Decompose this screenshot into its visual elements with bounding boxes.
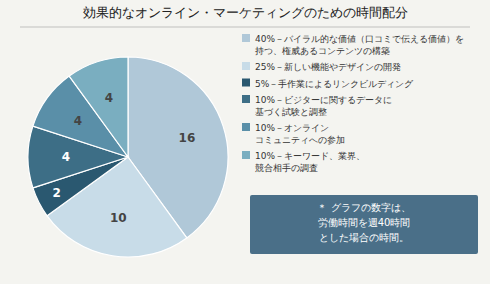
slice [69, 57, 128, 157]
category-swatch [242, 79, 250, 87]
title-rule [20, 27, 470, 28]
category-label-line: 5%－手作業によるリンクビルディング [255, 79, 414, 89]
data-label: 4 [74, 114, 82, 128]
data-label: 16 [179, 131, 196, 145]
category-label: 10%－オンラインコミュニティへの参加 [255, 123, 345, 145]
data-label: 4 [62, 150, 70, 164]
category-label-line: 競合相手の調査 [255, 163, 318, 173]
chart-container: 効果的なオンライン・マーケティングのための時間配分 16 10 2 4 4 4 40%－バイラ… [0, 0, 490, 284]
category-label-line: 40%－バイラル的な価値（口コミで伝える価値）を [255, 34, 464, 44]
category-label: 10%－キーワード、業界、競合相手の調査 [255, 151, 365, 173]
title: 効果的なオンライン・マーケティングのための時間配分 [83, 5, 408, 20]
category-swatch [242, 95, 250, 103]
category-swatch [242, 34, 250, 42]
pie [28, 57, 228, 257]
category-label-line: 25%－新しい機能やデザインの開発 [255, 62, 401, 72]
category-label: 10%－ビジターに関するデータに基づく試験と調整 [255, 95, 392, 117]
chart: 効果的なオンライン・マーケティングのための時間配分 16 10 2 4 4 4 40%－バイラ… [0, 0, 490, 284]
category-label-line: 10%－ビジターに関するデータに [255, 95, 392, 105]
data-labels: 16 10 2 4 4 4 [53, 91, 196, 225]
annotation-text: ＊ グラフの数字は、 [317, 202, 410, 213]
data-label: 4 [105, 91, 113, 105]
data-label: 2 [53, 186, 61, 200]
category-swatch [242, 151, 250, 159]
category-label-line: 10%－キーワード、業界、 [255, 151, 365, 161]
annotation-text: とした場合の時間。 [319, 232, 409, 243]
category-label-line: 10%－オンライン [255, 123, 329, 133]
annotation-box [250, 195, 478, 254]
category-swatch [242, 123, 250, 131]
category-labels: 40%－バイラル的な価値（口コミで伝える価値）を持つ、権威あるコンテンツの構築 2… [242, 34, 464, 173]
annotation-text: 労働時間を週40時間 [318, 217, 411, 228]
category-label: 5%－手作業によるリンクビルディング [255, 79, 414, 89]
data-label: 10 [110, 211, 127, 225]
category-label: 25%－新しい機能やデザインの開発 [255, 62, 401, 72]
category-label-line: コミュニティへの参加 [255, 135, 345, 145]
category-swatch [242, 62, 250, 70]
category-label: 40%－バイラル的な価値（口コミで伝える価値）を持つ、権威あるコンテンツの構築 [255, 34, 464, 56]
category-label-line: 持つ、権威あるコンテンツの構築 [255, 46, 390, 56]
category-label-line: 基づく試験と調整 [255, 107, 327, 117]
annotation: ＊ グラフの数字は、労働時間を週40時間とした場合の時間。 [250, 195, 478, 254]
